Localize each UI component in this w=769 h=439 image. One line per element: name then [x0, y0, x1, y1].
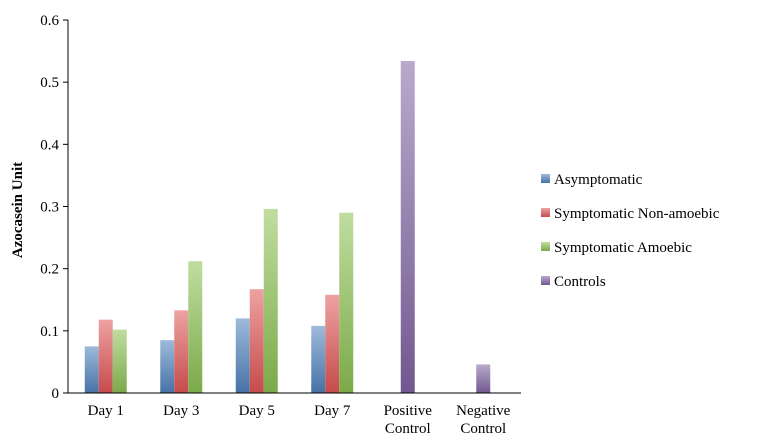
y-tick-label: 0.2	[40, 262, 59, 278]
x-tick-label: Positive Control	[384, 403, 433, 437]
legend: Asymptomatic Symptomatic Non-amoebic Sympt…	[541, 172, 720, 290]
bar-symptomatic-non-amoebic-2	[249, 289, 264, 393]
y-axis-ticks: 0 0.1 0.2 0.3 0.4 0.5 0.6	[40, 13, 68, 402]
y-tick-label: 0.1	[40, 324, 59, 340]
bar-asymptomatic-0	[84, 346, 99, 393]
y-tick-label: 0.6	[40, 13, 59, 29]
legend-swatch	[541, 242, 550, 251]
bar-symptomatic-non-amoebic-0	[98, 319, 113, 393]
bar-symptomatic-amoebic-1	[188, 261, 203, 393]
axes	[67, 20, 521, 394]
x-tick-label: Day 3	[163, 403, 199, 419]
y-tick-label: 0.3	[40, 200, 59, 216]
legend-swatch	[541, 208, 550, 217]
legend-label: Symptomatic Non-amoebic	[554, 206, 720, 222]
bar-asymptomatic-3	[311, 325, 326, 393]
y-tick-label: 0.5	[40, 75, 59, 91]
bar-asymptomatic-2	[235, 318, 250, 393]
legend-swatch	[541, 174, 550, 183]
bar-symptomatic-amoebic-3	[339, 212, 354, 393]
legend-label: Asymptomatic	[554, 172, 643, 188]
bar-controls-4	[400, 61, 415, 393]
x-tick-label: Negative Control	[456, 403, 510, 437]
x-tick-label: Day 1	[88, 403, 124, 419]
y-tick-label: 0.4	[40, 137, 59, 153]
bar-symptomatic-amoebic-2	[263, 208, 278, 393]
bar-asymptomatic-1	[160, 340, 175, 393]
x-tick-label: Day 5	[239, 403, 275, 419]
legend-label: Controls	[554, 274, 606, 290]
y-tick-label: 0	[52, 386, 60, 402]
x-tick-label: Day 7	[314, 403, 351, 419]
bar-symptomatic-non-amoebic-3	[325, 294, 340, 393]
bar-controls-5	[476, 364, 491, 393]
bars	[84, 61, 491, 393]
bar-symptomatic-amoebic-0	[112, 329, 127, 393]
x-axis-labels: Day 1 Day 3 Day 5 Day 7 Positive Control Negat…	[88, 403, 511, 437]
legend-label: Symptomatic Amoebic	[554, 240, 692, 256]
bar-symptomatic-non-amoebic-1	[174, 310, 189, 393]
y-axis-title: Azocasein Unit	[10, 162, 26, 258]
legend-swatch	[541, 276, 550, 285]
